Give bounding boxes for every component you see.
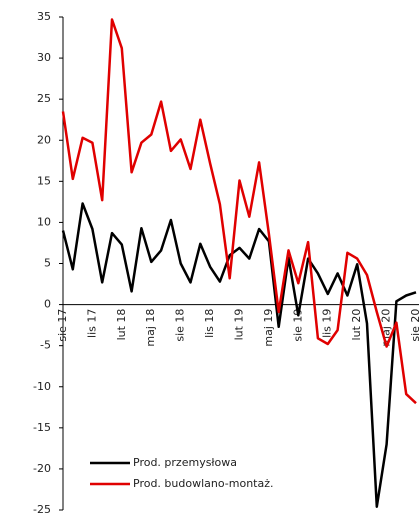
y-tick-label: 35	[37, 10, 51, 23]
x-tick-label: lis 17	[85, 309, 98, 338]
x-tick-label: sie 17	[56, 309, 69, 342]
x-tick-label: sie 19	[291, 309, 304, 342]
y-tick-label: 0	[44, 298, 51, 311]
x-tick-label: lis 19	[321, 309, 334, 338]
y-tick-label: 5	[44, 257, 51, 270]
series-line	[61, 202, 417, 508]
y-tick-label: -20	[33, 462, 51, 475]
y-tick-label: 25	[37, 92, 51, 105]
x-tick-label: lut 18	[115, 309, 128, 341]
x-tick-label: lut 20	[350, 309, 363, 341]
legend-label: Prod. budowlano-montaż.	[133, 477, 274, 490]
y-tick-label: -5	[40, 339, 51, 352]
x-tick-label: lut 19	[233, 309, 246, 341]
y-tick-label: -10	[33, 380, 51, 393]
x-tick-label: maj 19	[262, 309, 275, 347]
y-tick-label: 20	[37, 133, 51, 146]
y-tick-label: -25	[33, 503, 51, 516]
x-tick-label: sie 18	[174, 309, 187, 342]
y-tick-label: 15	[37, 174, 51, 187]
x-tick-label: sie 20	[409, 309, 419, 342]
y-tick-label: 10	[37, 215, 51, 228]
legend-label: Prod. przemysłowa	[133, 456, 237, 469]
y-tick-label: -15	[33, 421, 51, 434]
x-tick-label: lis 18	[203, 309, 216, 338]
series-line	[61, 18, 417, 405]
y-tick-label: 30	[37, 51, 51, 64]
x-tick-label: maj 18	[144, 309, 157, 347]
